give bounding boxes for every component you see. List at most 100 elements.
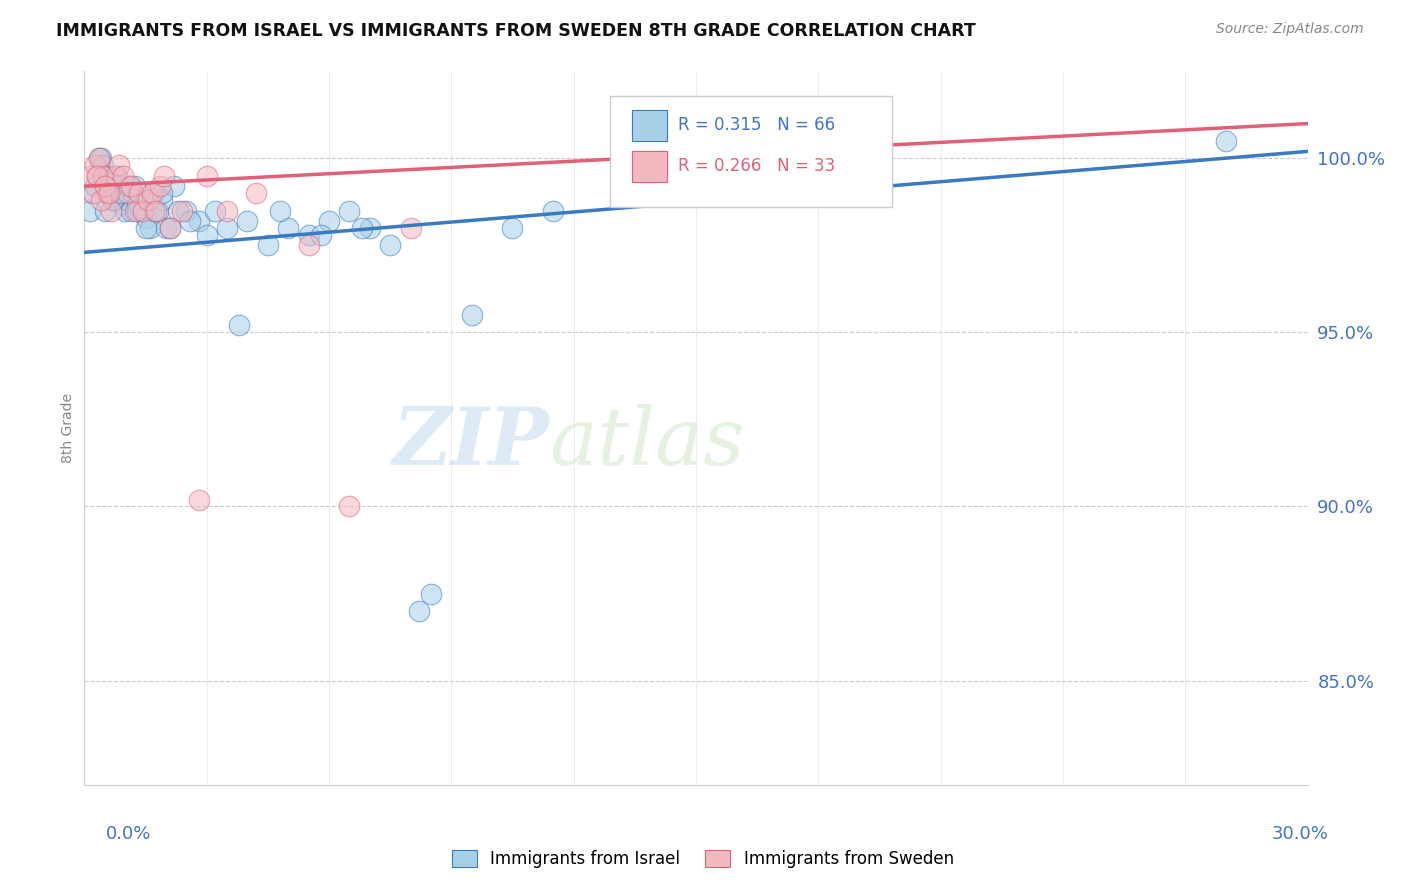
Y-axis label: 8th Grade: 8th Grade	[60, 393, 75, 463]
Point	[257, 238, 280, 252]
Point	[104, 186, 127, 201]
Text: 0.0%: 0.0%	[105, 825, 150, 843]
Point	[91, 158, 114, 172]
Point	[97, 169, 120, 183]
Point	[90, 193, 112, 207]
Point	[93, 203, 115, 218]
Point	[145, 203, 167, 218]
Point	[159, 221, 181, 235]
Point	[118, 186, 141, 201]
Point	[93, 169, 115, 183]
Point	[217, 221, 239, 235]
Point	[408, 604, 430, 618]
Point	[82, 186, 104, 201]
Point	[179, 214, 201, 228]
Point	[150, 186, 173, 201]
Point	[115, 186, 138, 201]
Point	[399, 221, 422, 235]
Point	[115, 193, 138, 207]
Point	[124, 203, 146, 218]
Point	[100, 203, 122, 218]
Point	[359, 221, 381, 235]
Legend: Immigrants from Israel, Immigrants from Sweden: Immigrants from Israel, Immigrants from …	[446, 843, 960, 875]
Point	[142, 186, 165, 201]
Point	[132, 203, 155, 218]
Point	[110, 186, 132, 201]
Point	[204, 203, 226, 218]
Point	[159, 221, 181, 235]
Point	[110, 196, 132, 211]
Point	[298, 227, 321, 242]
Point	[114, 203, 136, 218]
Point	[101, 193, 124, 207]
Text: IMMIGRANTS FROM ISRAEL VS IMMIGRANTS FROM SWEDEN 8TH GRADE CORRELATION CHART: IMMIGRANTS FROM ISRAEL VS IMMIGRANTS FRO…	[56, 22, 976, 40]
Point	[122, 186, 145, 201]
Point	[149, 179, 172, 194]
Point	[112, 169, 135, 183]
Point	[124, 179, 146, 194]
Text: R = 0.315   N = 66: R = 0.315 N = 66	[678, 116, 835, 134]
Point	[1215, 134, 1237, 148]
Point	[83, 158, 105, 172]
Point	[138, 221, 160, 235]
Point	[245, 186, 267, 201]
Point	[174, 203, 197, 218]
Point	[108, 158, 131, 172]
Point	[543, 203, 565, 218]
Point	[461, 308, 484, 322]
Point	[298, 238, 321, 252]
Point	[269, 203, 291, 218]
Point	[502, 221, 524, 235]
Point	[318, 214, 340, 228]
FancyBboxPatch shape	[610, 96, 891, 207]
Point	[120, 203, 142, 218]
Point	[118, 179, 141, 194]
Point	[155, 221, 177, 235]
Point	[309, 227, 332, 242]
Text: atlas: atlas	[550, 404, 745, 481]
Point	[87, 152, 110, 166]
Point	[86, 169, 108, 183]
Point	[380, 238, 402, 252]
Point	[135, 211, 157, 225]
Point	[131, 203, 153, 218]
Point	[141, 186, 163, 201]
Point	[228, 318, 250, 333]
Point	[93, 179, 115, 194]
Point	[136, 193, 159, 207]
Point	[277, 221, 299, 235]
Point	[142, 203, 165, 218]
Point	[339, 203, 361, 218]
Text: 30.0%: 30.0%	[1272, 825, 1329, 843]
Point	[163, 179, 186, 194]
Point	[79, 203, 101, 218]
Bar	[633, 110, 666, 141]
Point	[128, 186, 150, 201]
Point	[127, 203, 149, 218]
Point	[127, 196, 149, 211]
Point	[96, 186, 118, 201]
Point	[420, 586, 443, 600]
Point	[97, 186, 120, 201]
Text: Source: ZipAtlas.com: Source: ZipAtlas.com	[1216, 22, 1364, 37]
Point	[101, 193, 124, 207]
Point	[135, 221, 157, 235]
Point	[82, 186, 104, 201]
Point	[91, 169, 114, 183]
Point	[87, 152, 110, 166]
Text: ZIP: ZIP	[392, 404, 550, 481]
Point	[350, 221, 373, 235]
Point	[90, 152, 112, 166]
Point	[96, 186, 118, 201]
Point	[339, 500, 361, 514]
Point	[187, 214, 209, 228]
Point	[172, 203, 194, 218]
Point	[153, 169, 176, 183]
Point	[86, 169, 108, 183]
Point	[146, 203, 169, 218]
Point	[217, 203, 239, 218]
Point	[83, 179, 105, 194]
Text: R = 0.266   N = 33: R = 0.266 N = 33	[678, 157, 835, 175]
Point	[195, 169, 218, 183]
Point	[195, 227, 218, 242]
